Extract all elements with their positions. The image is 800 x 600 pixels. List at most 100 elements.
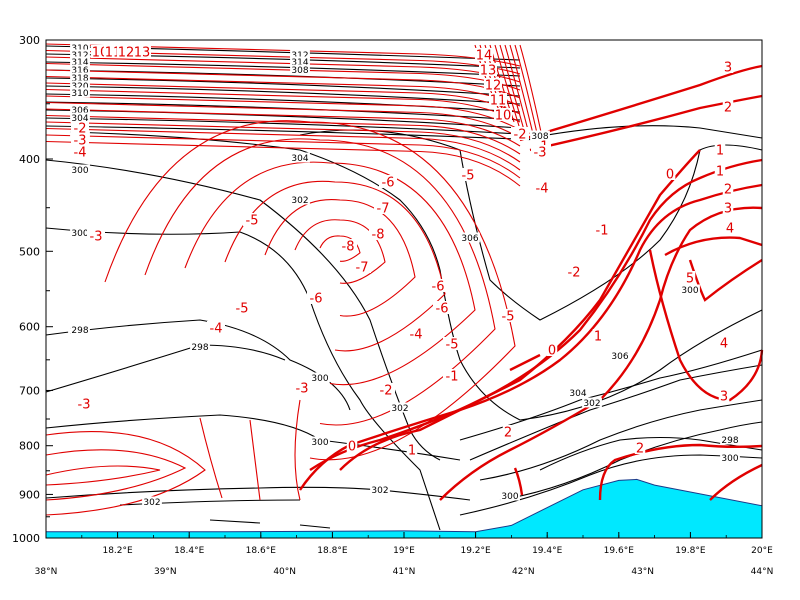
x-tick-label-lon: 18.6°E <box>246 546 277 556</box>
theta-label-bg <box>460 232 480 243</box>
theta-contour-label: 300 <box>71 166 88 176</box>
wind-contour-label: -1 <box>596 224 609 239</box>
theta-label-bg <box>70 64 90 75</box>
wind-contour-line <box>104 120 516 461</box>
wind-contour-label: 12 <box>485 79 502 94</box>
x-tick-label-lon: 18.8°E <box>317 546 348 556</box>
x-tick-label-lat: 40°N <box>273 567 296 577</box>
wind-contour-label: 0 <box>348 440 356 455</box>
wind-label-bg <box>592 329 604 342</box>
theta-contour-label: 304 <box>569 389 586 399</box>
theta-label-bg <box>568 387 588 398</box>
x-tick-label-lat: 39°N <box>154 567 177 577</box>
wind-contour-label: -4 <box>74 146 87 161</box>
wind-label-bg <box>484 78 502 91</box>
wind-contour-line <box>224 180 446 352</box>
y-tick-label: 1000 <box>12 532 40 545</box>
wind-label-bg <box>722 182 734 195</box>
theta-label-bg <box>290 49 310 60</box>
wind-contour-label: -3 <box>90 230 103 245</box>
x-tick-label-lon: 18.2°E <box>102 546 133 556</box>
theta-label-bg <box>190 341 210 352</box>
wind-label-bg <box>207 321 225 334</box>
wind-contour-label: -7 <box>356 261 369 276</box>
theta-label-bg <box>70 104 90 115</box>
theta-contour-line <box>45 319 351 411</box>
x-tick-label-lon: 19.4°E <box>532 546 563 556</box>
wind-label-bg <box>718 336 730 349</box>
theta-contour-line <box>45 93 521 113</box>
wind-contour-label: -1 <box>446 370 459 385</box>
wind-label-bg <box>133 45 151 58</box>
theta-contour-label: 316 <box>71 66 88 76</box>
wind-contour-label: 14 <box>476 49 493 64</box>
wind-contour-line <box>45 82 521 115</box>
x-tick-label-lon: 19.8°E <box>675 546 706 556</box>
wind-contour-label: -5 <box>462 169 475 184</box>
wind-label-bg <box>634 441 646 454</box>
wind-label-bg <box>369 227 387 240</box>
wind-contour-label: -5 <box>236 302 249 317</box>
wind-contour-label: -4 <box>410 328 423 343</box>
theta-contour-line <box>209 519 261 524</box>
wind-contour-line-thick <box>339 149 701 471</box>
wind-contour-label: -3 <box>74 134 87 149</box>
wind-contour-label: 0 <box>666 168 674 183</box>
wind-label-bg <box>75 397 93 410</box>
y-tick-label: 900 <box>19 488 40 501</box>
wind-contour-line <box>45 449 187 501</box>
y-tick-label: 500 <box>19 245 40 258</box>
wind-contour-label: -4 <box>210 322 223 337</box>
theta-contour-line <box>469 364 763 461</box>
wind-label-bg <box>479 63 497 76</box>
wind-label-bg <box>718 389 730 402</box>
wind-label-bg <box>511 127 529 140</box>
wind-contour-label: -2 <box>568 266 581 281</box>
wind-contour-line <box>264 198 416 317</box>
theta-contour-line <box>45 77 521 97</box>
wind-label-bg <box>87 229 105 242</box>
contour-labels: 3003023043063082982983003023043063003023… <box>68 42 740 508</box>
theta-contour-label: 300 <box>681 286 698 296</box>
wind-label-bg <box>714 143 726 156</box>
wind-label-bg <box>565 265 583 278</box>
wind-label-bg <box>499 309 517 322</box>
theta-contour-label: 310 <box>71 89 88 99</box>
wind-contour-line-thick <box>709 463 763 501</box>
wind-contour-line-thick <box>509 353 541 372</box>
theta-label-bg <box>310 372 330 383</box>
theta-contour-label: 306 <box>461 234 478 244</box>
theta-label-bg <box>70 87 90 98</box>
theta-contour-label: 304 <box>71 114 88 124</box>
theta-contour-label: 306 <box>71 106 88 116</box>
theta-contour-label: 298 <box>191 343 208 353</box>
wind-contour-line-thick <box>648 249 764 402</box>
wind-label-bg <box>233 301 251 314</box>
wind-contour-label: 13 <box>134 46 151 61</box>
theta-contour-line <box>45 486 471 501</box>
wind-label-bg <box>502 425 514 438</box>
wind-contour-line <box>45 121 521 163</box>
wind-contour-label: 1 <box>408 444 416 459</box>
x-tick-label-lon: 19°E <box>393 546 415 556</box>
wind-contour-label: -5 <box>502 310 515 325</box>
y-tick-label: 400 <box>19 153 40 166</box>
theta-contour-line <box>45 414 461 461</box>
theta-label-bg <box>680 284 700 295</box>
wind-label-bg <box>429 279 447 292</box>
theta-label-bg <box>310 436 330 447</box>
wind-label-bg <box>533 181 551 194</box>
theta-contour-label: 308 <box>531 132 548 142</box>
wind-label-bg <box>724 221 736 234</box>
wind-label-bg <box>71 121 89 134</box>
wind-label-bg <box>307 291 325 304</box>
x-tick-label-lat: 41°N <box>393 567 416 577</box>
theta-contour-line <box>45 344 286 393</box>
theta-label-bg <box>530 130 550 141</box>
wind-contour-label: 11 <box>490 94 507 109</box>
wind-contour-label: 12 <box>118 46 135 61</box>
theta-label-bg <box>720 434 740 445</box>
wind-contour-label: 2 <box>504 426 512 441</box>
theta-contour-line <box>45 117 521 135</box>
wind-contour-label: 5 <box>686 272 694 287</box>
